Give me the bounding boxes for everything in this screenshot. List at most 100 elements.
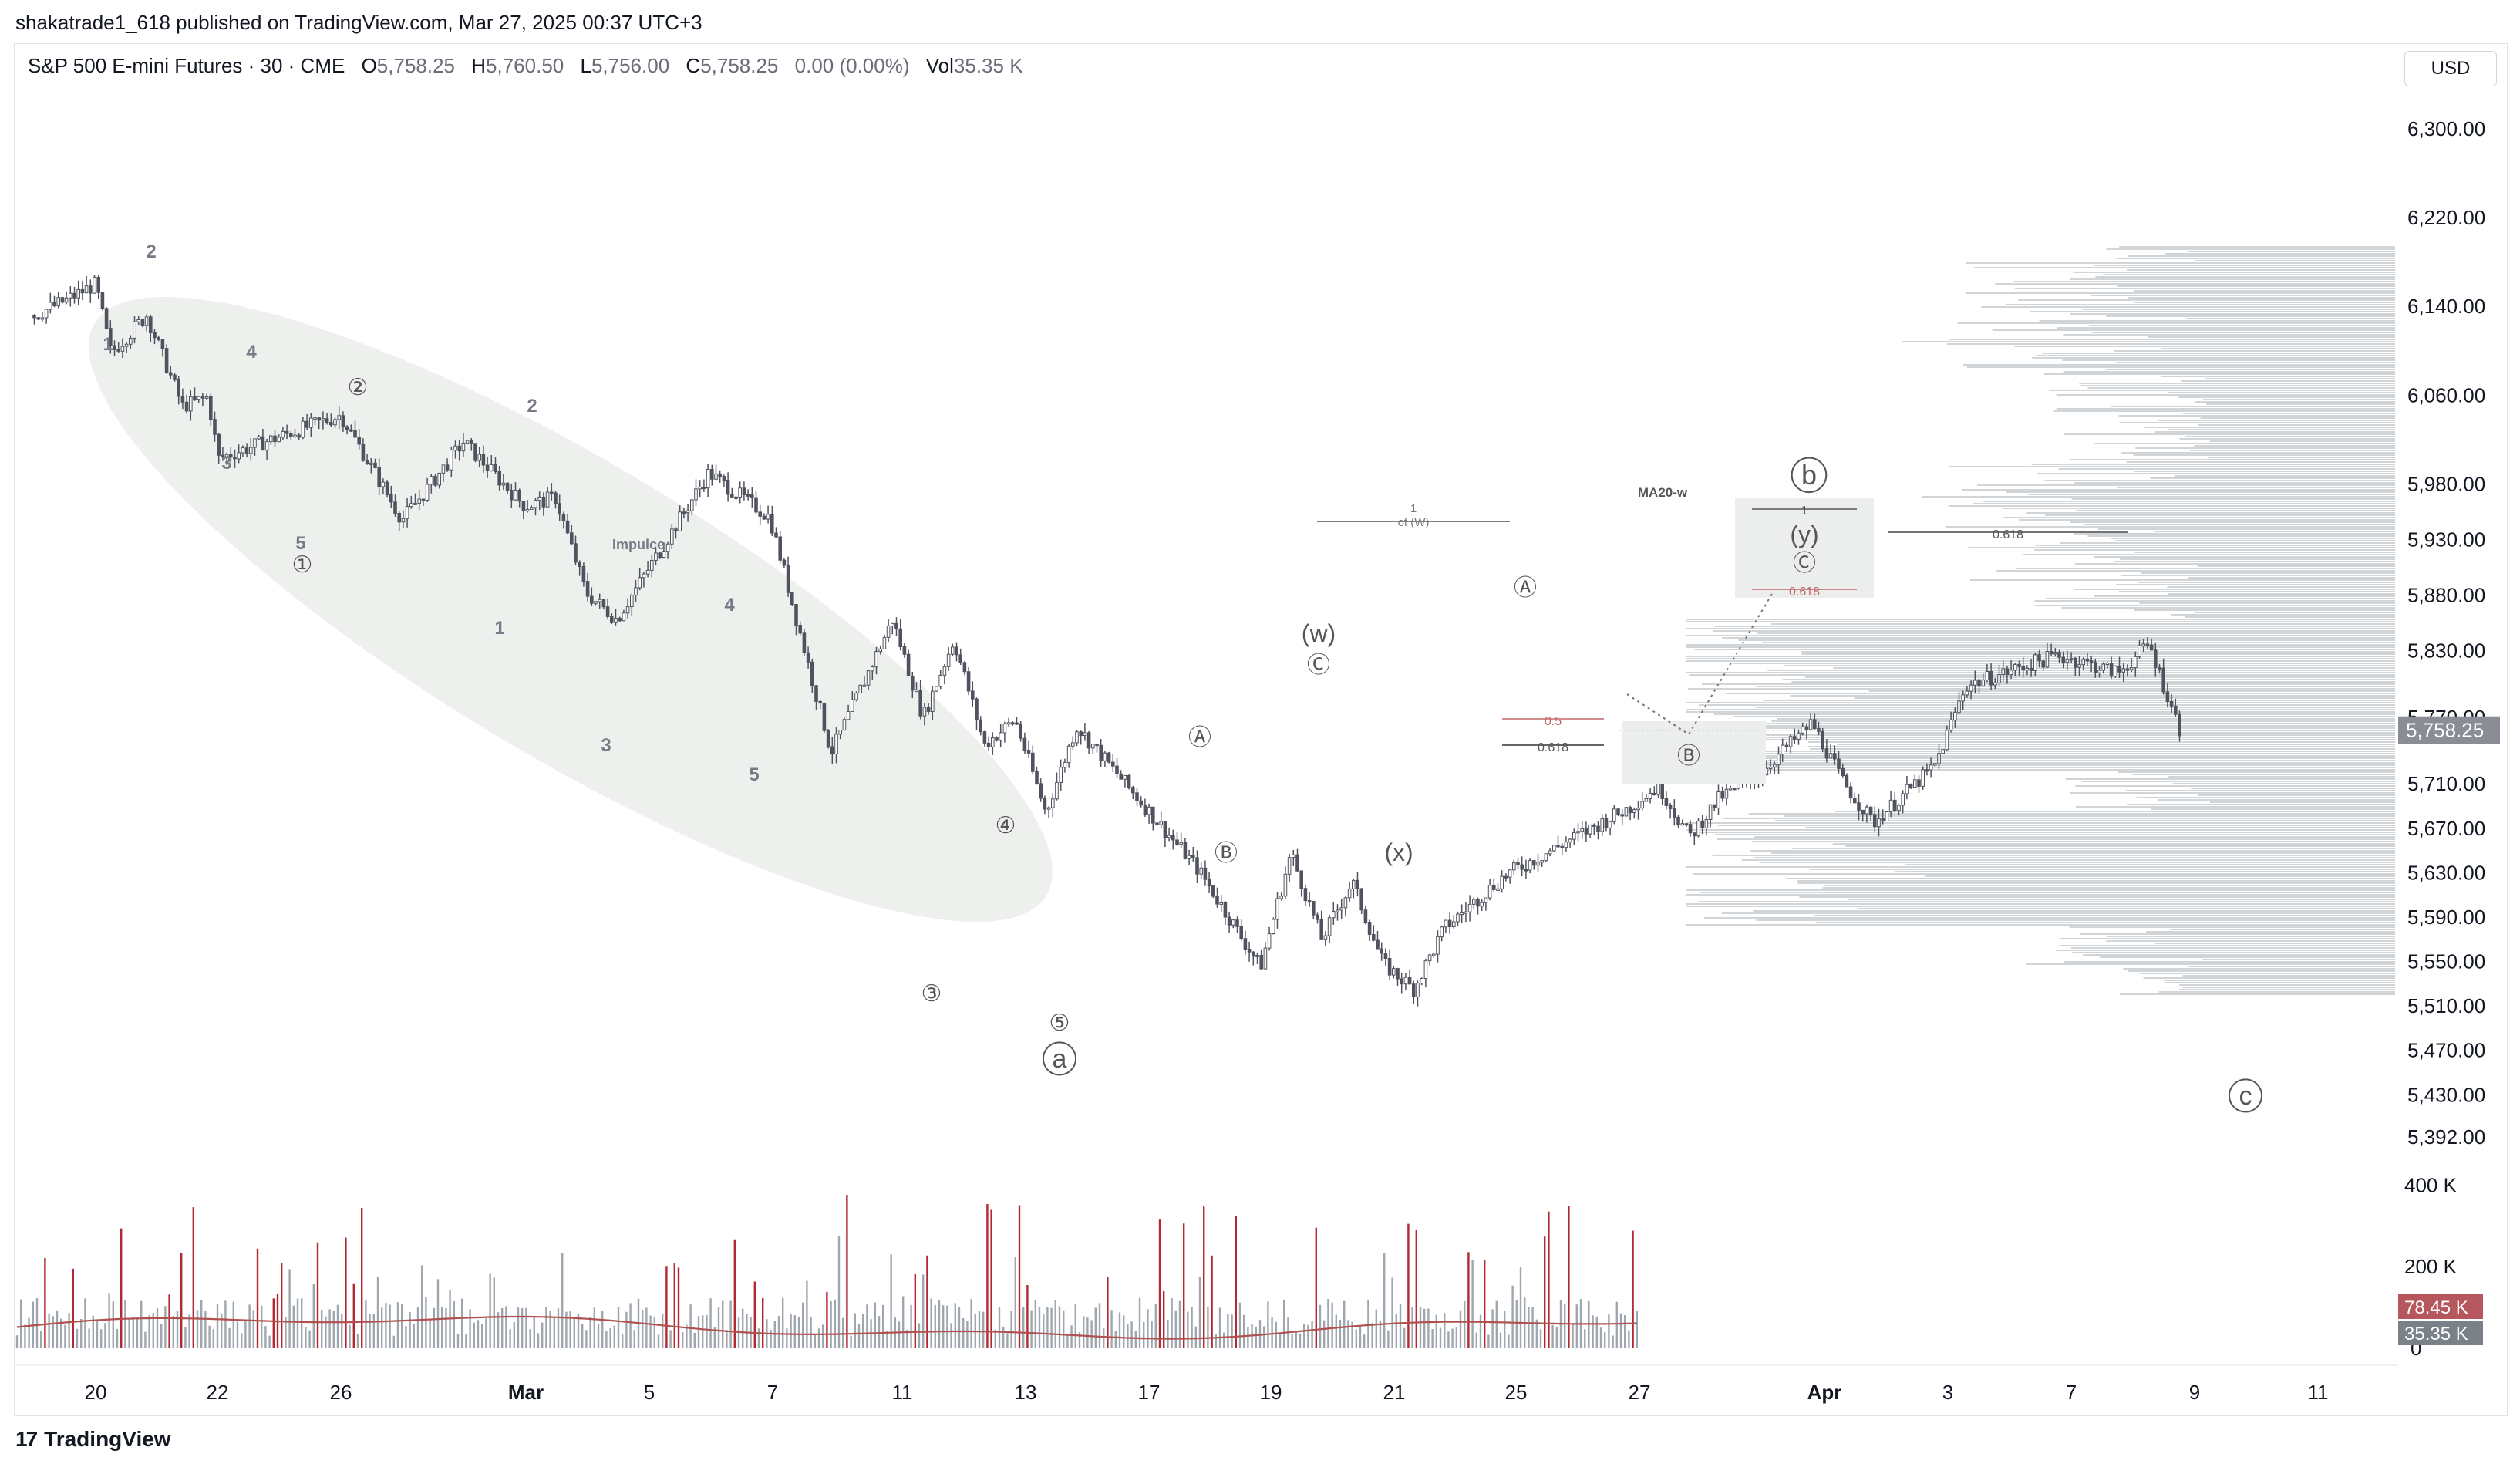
candle-body xyxy=(814,685,818,702)
candle-body xyxy=(541,496,546,508)
wave-label-circled: ② xyxy=(348,375,369,400)
legend-high: 5,760.50 xyxy=(486,54,564,77)
candle-body xyxy=(264,441,269,451)
candle-body xyxy=(2138,645,2141,657)
candle-body xyxy=(84,285,89,294)
candle-body xyxy=(1167,835,1171,838)
candle-body xyxy=(421,498,426,501)
wave-label-small: 3 xyxy=(601,735,611,756)
x-axis-tick: 5 xyxy=(644,1381,655,1404)
candle-body xyxy=(1480,902,1484,907)
candle-body xyxy=(514,489,517,501)
x-axis-tick: 11 xyxy=(892,1381,913,1404)
candle-body xyxy=(598,599,602,602)
candle-body xyxy=(1103,752,1107,761)
candle-body xyxy=(1392,968,1396,976)
wave-label-circled: Ⓑ xyxy=(1677,744,1700,769)
candle-body xyxy=(2049,650,2053,655)
candle-body xyxy=(962,662,967,673)
candle-body xyxy=(281,430,285,438)
candle-body xyxy=(1476,899,1480,907)
candle-body xyxy=(698,486,702,490)
legend-symbol[interactable]: S&P 500 E-mini Futures · 30 · CME xyxy=(28,54,345,77)
wave-label-small: 1 xyxy=(103,334,113,355)
candle-body xyxy=(64,297,69,303)
candle-body xyxy=(1095,744,1099,747)
candle-body xyxy=(625,606,630,614)
candle-body xyxy=(1159,821,1164,825)
candle-body xyxy=(746,494,750,497)
candle-body xyxy=(858,684,863,694)
candle-body xyxy=(1323,935,1328,940)
candle-body xyxy=(1857,802,1861,811)
x-axis-tick: Mar xyxy=(508,1381,544,1404)
candle-body xyxy=(2161,667,2165,693)
legend-high-label: H xyxy=(471,54,487,77)
candle-body xyxy=(129,337,133,345)
candle-body xyxy=(690,499,694,511)
candle-body xyxy=(1239,926,1244,939)
volume-last-label: 35.35 K xyxy=(2404,1324,2468,1344)
candle-body xyxy=(1211,885,1215,897)
legend-close-label: C xyxy=(686,54,701,77)
currency-button[interactable]: USD xyxy=(2404,51,2497,86)
candle-body xyxy=(321,418,325,421)
candle-body xyxy=(1977,680,1981,686)
candle-body xyxy=(2117,666,2121,673)
candle-body xyxy=(806,652,810,663)
candle-body xyxy=(1083,732,1087,737)
candle-body xyxy=(1953,712,1957,720)
candle-body xyxy=(706,468,710,489)
tradingview-brand[interactable]: 17 TradingView xyxy=(15,1427,171,1452)
candle-body xyxy=(2145,643,2150,646)
candle-body xyxy=(1347,888,1352,899)
candle-body xyxy=(32,315,36,319)
y-axis-tick: 5,510.00 xyxy=(2407,994,2485,1017)
candle-body xyxy=(1359,888,1364,911)
candle-body xyxy=(1127,774,1131,788)
candle-body xyxy=(453,445,457,451)
y-axis-tick: 5,392.00 xyxy=(2407,1125,2485,1149)
candle-body xyxy=(798,625,803,634)
candle-body xyxy=(1051,798,1055,808)
candle-body xyxy=(325,418,329,423)
candle-body xyxy=(1540,860,1545,863)
candle-body xyxy=(1965,690,1969,696)
x-axis-tick: 21 xyxy=(1383,1381,1406,1404)
candle-body xyxy=(955,646,958,656)
candle-body xyxy=(1640,801,1644,809)
candle-body xyxy=(1909,784,1913,788)
candle-body xyxy=(1716,791,1720,808)
candle-body xyxy=(1620,814,1624,817)
candle-body xyxy=(229,454,233,458)
candle-body xyxy=(2169,700,2174,707)
candle-body xyxy=(369,462,373,465)
candle-body xyxy=(1123,774,1127,780)
candle-body xyxy=(726,480,730,495)
candle-body xyxy=(49,302,52,310)
candle-body xyxy=(762,515,766,520)
volume-axis-tick: 400 K xyxy=(2404,1173,2458,1196)
candle-body xyxy=(313,417,317,420)
candle-body xyxy=(1861,809,1865,815)
wave-label-circled: Ⓐ xyxy=(1514,575,1537,601)
candle-body xyxy=(113,345,116,350)
candle-body xyxy=(333,419,337,426)
candle-body xyxy=(1608,821,1612,828)
candle-body xyxy=(153,332,157,339)
candle-body xyxy=(261,436,265,451)
candle-body xyxy=(417,498,422,504)
candle-body xyxy=(991,737,995,747)
candle-body xyxy=(1135,792,1139,801)
candle-body xyxy=(1187,855,1191,859)
wave-label-circled: Ⓒ xyxy=(1307,653,1330,678)
candle-body xyxy=(409,503,413,508)
candle-body xyxy=(204,396,209,399)
candle-body xyxy=(1552,845,1556,852)
candle-body xyxy=(1175,839,1179,845)
candle-body xyxy=(834,734,838,755)
candle-body xyxy=(578,562,582,567)
candle-body xyxy=(2158,666,2161,670)
candle-body xyxy=(530,507,534,510)
